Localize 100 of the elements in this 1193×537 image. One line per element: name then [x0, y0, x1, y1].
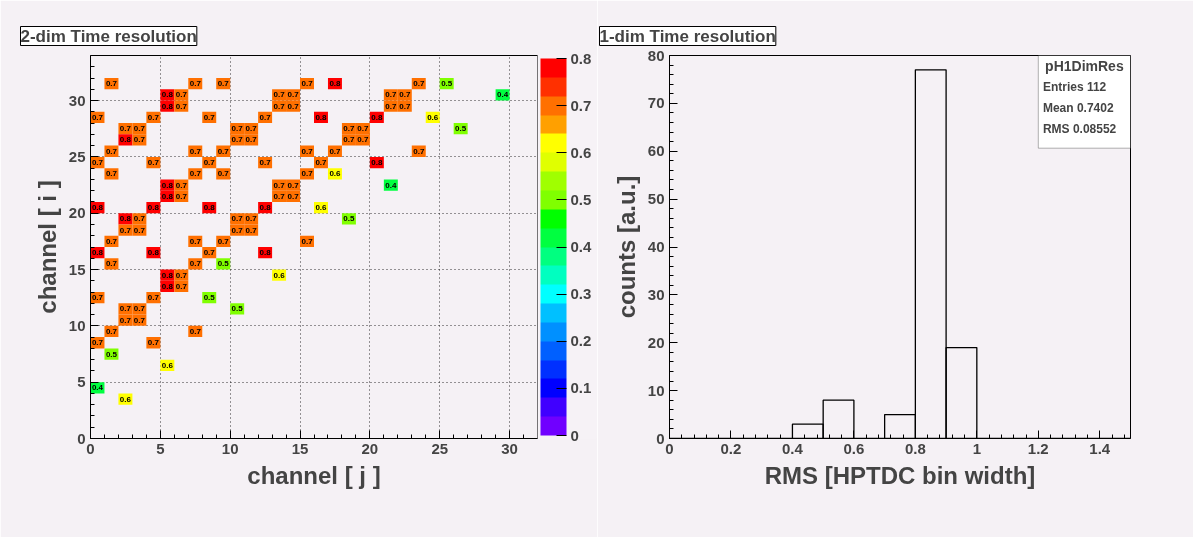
annotation: 0.5	[455, 124, 467, 134]
annotation: 0.7	[189, 79, 202, 89]
annotation: 0.8	[119, 135, 132, 145]
annotation: Entries 112	[1042, 80, 1107, 95]
annotation: 0.7	[91, 112, 104, 122]
annotation: 0.7	[301, 146, 314, 156]
annotation: 0.7	[133, 304, 146, 314]
annotation: 0.8	[147, 248, 160, 258]
annotation: 0.7	[301, 79, 314, 89]
annotation: 0.6	[329, 169, 342, 179]
annotation: 0.8	[161, 191, 174, 201]
annotation: 0.7	[119, 304, 132, 314]
annotation: 0.4	[497, 90, 509, 100]
annotation: 0.7	[301, 169, 314, 179]
annotation: Mean 0.7402	[1042, 101, 1114, 116]
annotation: 0.7	[343, 124, 356, 134]
annotation: 0.7	[273, 101, 286, 111]
annotation: 0.7	[357, 124, 369, 134]
y-tick-label: 20	[647, 333, 665, 351]
annotation: 0.7	[147, 158, 160, 168]
annotation: 0.5	[441, 79, 453, 89]
x-tick-label: 1	[972, 439, 982, 457]
annotation: 0.4	[385, 180, 397, 190]
annotation: 0.5	[343, 214, 356, 224]
annotation: 0.7	[133, 214, 146, 224]
annotation: 0.7	[287, 180, 300, 190]
annotation: 0.6	[161, 360, 174, 370]
annotation: 0.7	[105, 326, 118, 336]
color-bar-label: 0.3	[570, 285, 592, 303]
annotation: 0.5	[231, 304, 244, 314]
annotation: 0.7	[315, 158, 328, 168]
annotation: 0.7	[105, 236, 118, 246]
x-tick-label: 1.4	[1089, 439, 1111, 457]
x-tick-label: 15	[291, 439, 309, 457]
annotation: 0.7	[133, 225, 146, 235]
annotation: 0.5	[105, 349, 118, 359]
annotation: 0.7	[203, 158, 216, 168]
x-axis-title: RMS [HPTDC bin width]	[764, 461, 1036, 489]
annotation: 0.7	[273, 90, 286, 100]
annotation: 0.7	[231, 214, 244, 224]
annotation: 0.7	[287, 101, 300, 111]
y-tick-label: 5	[77, 373, 86, 391]
y-tick-label: 15	[68, 260, 86, 278]
y-axis-title: channel [ i ]	[33, 180, 61, 314]
annotation: 0.7	[189, 259, 202, 269]
annotation: 0.8	[119, 214, 132, 224]
annotation: 0.7	[175, 101, 188, 111]
annotation: 0.8	[203, 203, 216, 213]
color-bar-label: 0.5	[570, 190, 592, 208]
annotation: 0.8	[259, 203, 272, 213]
chart-title: 2-dim Time resolution	[20, 26, 197, 46]
annotation: 0.7	[91, 158, 104, 168]
annotation: 0.7	[175, 270, 188, 280]
x-tick-label: 0.8	[904, 439, 926, 457]
x-tick-label: 0.2	[720, 439, 742, 457]
x-axis-title: channel [ j ]	[247, 461, 381, 489]
annotation: 0.7	[413, 79, 425, 89]
annotation: 0.7	[217, 146, 230, 156]
annotation: 0.8	[259, 248, 272, 258]
y-tick-label: 30	[68, 91, 86, 109]
annotation: 0.7	[273, 191, 286, 201]
annotation: 0.7	[231, 225, 244, 235]
annotation: 0.7	[203, 248, 216, 258]
color-bar-label: 0.4	[570, 238, 593, 255]
annotation: 0.7	[245, 214, 258, 224]
color-bar-label: 0	[570, 426, 579, 444]
y-tick-label: 10	[647, 381, 665, 399]
y-tick-label: 80	[647, 46, 665, 64]
annotation: 0.8	[315, 112, 328, 122]
annotation: 0.7	[399, 90, 411, 100]
annotation: 0.7	[105, 79, 118, 89]
x-tick-label: 0.4	[782, 439, 804, 457]
annotation: 0.7	[175, 180, 188, 190]
annotation: 0.7	[343, 135, 356, 145]
annotation: 0.7	[133, 124, 146, 134]
y-axis-title: counts [a.u.]	[612, 175, 640, 319]
annotation: 0.7	[175, 191, 188, 201]
annotation: 0.7	[189, 146, 202, 156]
annotation: 0.7	[245, 225, 258, 235]
annotation: 0.7	[119, 315, 132, 325]
annotation: 0.7	[189, 326, 202, 336]
y-tick-label: 25	[68, 147, 86, 165]
annotation: 0.7	[399, 101, 411, 111]
annotation: 0.8	[161, 90, 174, 100]
x-tick-label: 20	[361, 439, 379, 457]
annotation: 0.6	[273, 270, 286, 280]
color-bar-label: 0.6	[570, 143, 592, 161]
color-bar-label: 0.2	[570, 332, 592, 350]
annotation: 0.7	[203, 112, 216, 122]
x-tick-label: 0.6	[843, 439, 865, 457]
annotation: 0.7	[105, 169, 118, 179]
annotation: 0.7	[175, 281, 188, 291]
x-tick-label: 1.2	[1027, 439, 1049, 457]
annotation: 0.7	[217, 169, 230, 179]
annotation: 0.7	[147, 112, 160, 122]
annotation: 0.7	[91, 293, 104, 303]
annotation: 0.8	[371, 112, 383, 122]
annotation: 0.7	[259, 158, 272, 168]
annotation: 0.7	[217, 79, 230, 89]
annotation: 0.8	[161, 270, 174, 280]
